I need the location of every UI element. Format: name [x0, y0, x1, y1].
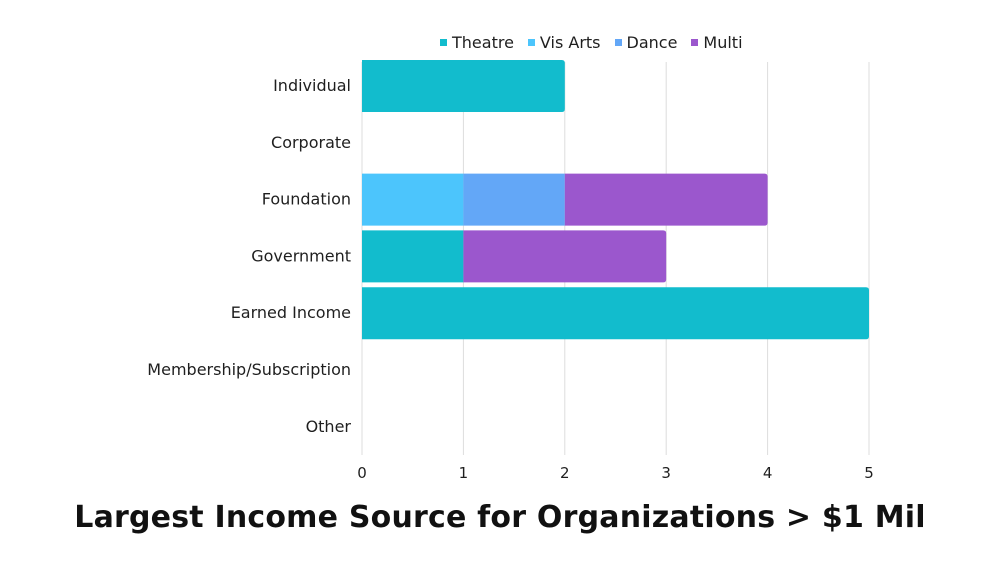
x-tick-label: 5 [864, 464, 874, 482]
legend-label: Dance [626, 32, 678, 52]
bar-vis-arts [362, 173, 464, 226]
bar-theatre [362, 60, 565, 112]
category-label: Foundation [262, 190, 351, 209]
chart-title: Largest Income Source for Organizations … [74, 500, 926, 535]
legend-label: Multi [703, 32, 743, 52]
category-label: Corporate [271, 133, 351, 152]
bar-multi [463, 230, 667, 283]
legend-item: Multi [691, 32, 743, 52]
category-label: Membership/Subscription [147, 360, 351, 379]
bar-multi [564, 173, 768, 226]
bar-dance [463, 173, 565, 226]
x-tick-label: 2 [560, 464, 570, 482]
category-label: Individual [273, 76, 351, 95]
category-label: Earned Income [231, 303, 351, 322]
x-tick-label: 0 [357, 464, 367, 482]
x-tick-label: 1 [459, 464, 469, 482]
legend-swatch [527, 38, 535, 46]
bar-theatre [362, 287, 869, 340]
bar-theatre [362, 230, 464, 283]
legend-label: Theatre [452, 32, 514, 52]
legend-label: Vis Arts [539, 32, 601, 52]
x-tick-label: 4 [763, 464, 773, 482]
legend: Theatre Vis Arts Dance Multi [440, 32, 743, 52]
tick-labels: 0 1 2 3 4 5 [357, 464, 874, 482]
legend-swatch [614, 38, 622, 46]
category-label: Government [251, 246, 351, 265]
legend-item: Dance [614, 32, 678, 52]
legend-swatch [440, 38, 447, 46]
bars [362, 60, 869, 340]
legend-item: Theatre [440, 33, 514, 52]
category-label: Other [306, 417, 352, 436]
legend-swatch [691, 38, 699, 46]
category-labels: Individual Corporate Foundation Government E… [147, 76, 351, 436]
legend-item: Vis Arts [527, 32, 601, 52]
x-tick-label: 3 [661, 464, 671, 482]
